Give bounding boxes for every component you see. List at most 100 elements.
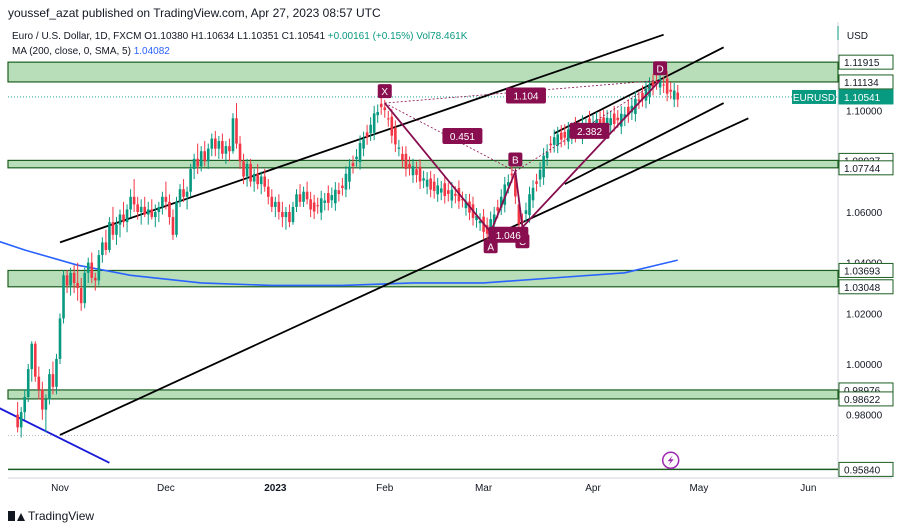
candle-body-late-89 bbox=[627, 106, 630, 116]
candle-body-8 bbox=[44, 399, 48, 410]
y-tick-label: 1.02000 bbox=[846, 309, 883, 320]
candle-body-59 bbox=[224, 146, 228, 154]
candle-body-60 bbox=[228, 146, 231, 152]
y-tick-label: 0.98000 bbox=[846, 411, 883, 422]
candle-body-late-101 bbox=[669, 89, 672, 92]
price-axis-layer: 1.100001.080001.060001.040001.020001.000… bbox=[792, 54, 894, 477]
candle-body-22 bbox=[94, 277, 97, 281]
candle-body-late-6 bbox=[334, 189, 337, 204]
candle-body-64 bbox=[242, 161, 245, 177]
candle-body-late-23 bbox=[394, 128, 397, 145]
candle-body-late-9 bbox=[344, 173, 348, 190]
candle-body-late-11 bbox=[351, 163, 355, 167]
x-tick-label: Dec bbox=[157, 483, 175, 494]
x-tick-label: Jun bbox=[800, 483, 816, 494]
candle-body-20 bbox=[86, 262, 90, 273]
candle-body-77 bbox=[288, 212, 291, 223]
candle-body-late-30 bbox=[418, 166, 422, 182]
candle-body-late-96 bbox=[651, 81, 655, 88]
change-value: +0.00161 (+0.15%) bbox=[327, 31, 414, 42]
candle-body-3 bbox=[26, 369, 30, 397]
price-label-box-5 bbox=[838, 160, 894, 176]
x-tick-label: Nov bbox=[51, 483, 69, 494]
price-label-box-6 bbox=[838, 262, 894, 278]
x-tick-label: May bbox=[689, 483, 708, 494]
candle-body-late-103 bbox=[676, 92, 680, 100]
candle-body-39 bbox=[154, 212, 157, 218]
candle-body-late-97 bbox=[655, 80, 658, 83]
candle-body-late-24 bbox=[397, 147, 401, 149]
candle-body-late-71 bbox=[563, 131, 567, 138]
candle-body-52 bbox=[199, 151, 203, 167]
y-tick-label: 1.10000 bbox=[846, 107, 883, 118]
candle-body-late-92 bbox=[637, 99, 641, 102]
candles-layer bbox=[16, 70, 680, 438]
harmonic-label-b: B bbox=[512, 155, 519, 166]
price-label-box-7 bbox=[838, 279, 894, 295]
candle-body-79 bbox=[295, 194, 298, 207]
candle-body-late-42 bbox=[461, 199, 464, 201]
candle-body-late-16 bbox=[369, 124, 372, 134]
candle-body-24 bbox=[101, 242, 104, 256]
candle-body-38 bbox=[150, 209, 154, 218]
candle-body-late-46 bbox=[475, 215, 478, 221]
harmonic-ratio-0: 0.451 bbox=[450, 132, 475, 143]
candle-body-late-12 bbox=[355, 156, 358, 160]
x-tick-label: Mar bbox=[475, 483, 493, 494]
x-tick-label: 2023 bbox=[264, 483, 287, 494]
currency-label[interactable]: USD bbox=[846, 31, 868, 42]
candle-body-late-81 bbox=[598, 119, 602, 126]
candle-body-late-31 bbox=[422, 178, 425, 181]
candle-body-10 bbox=[51, 374, 55, 387]
candle-body-49 bbox=[189, 168, 192, 192]
candle-body-56 bbox=[214, 138, 217, 149]
harmonic-ratio-box-0 bbox=[442, 128, 483, 144]
candle-body-late-98 bbox=[658, 78, 662, 88]
candle-body-late-15 bbox=[365, 132, 369, 138]
candle-body-late-61 bbox=[528, 194, 531, 216]
candle-body-5 bbox=[33, 343, 37, 377]
symbol-legend[interactable]: Euro / U.S. Dollar, 1D, FXCM O1.10380 H1… bbox=[12, 31, 467, 42]
harmonic-ratio-2: 1.046 bbox=[496, 231, 521, 242]
ma-value: 1.04082 bbox=[133, 46, 170, 57]
candle-body-14 bbox=[65, 275, 69, 286]
candle-body-33 bbox=[132, 196, 136, 205]
price-label-10: 0.95840 bbox=[844, 465, 881, 476]
candle-body-54 bbox=[206, 148, 210, 162]
price-label-box-0 bbox=[838, 54, 894, 70]
candle-body-70 bbox=[263, 176, 267, 187]
ma-legend[interactable]: MA (200, close, 0, SMA, 5) 1.04082 bbox=[12, 46, 170, 57]
candle-body-25 bbox=[104, 242, 108, 250]
price-label-6: 1.03693 bbox=[844, 266, 881, 277]
candle-body-45 bbox=[175, 201, 178, 235]
candle-body-late-64 bbox=[538, 169, 542, 180]
candle-body-late-54 bbox=[503, 184, 507, 205]
candle-body-67 bbox=[252, 174, 256, 182]
candle-body-26 bbox=[108, 222, 111, 250]
candle-body-15 bbox=[69, 272, 72, 286]
candle-body-27 bbox=[111, 222, 115, 235]
candle-body-57 bbox=[217, 141, 221, 149]
open-value: O1.10380 bbox=[144, 31, 189, 42]
candle-body-75 bbox=[281, 212, 284, 218]
candle-body-80 bbox=[298, 194, 302, 202]
candle-body-late-32 bbox=[425, 179, 429, 187]
candle-body-32 bbox=[129, 196, 132, 210]
close-value: C1.10541 bbox=[281, 31, 326, 42]
price-label-box-1 bbox=[838, 74, 894, 90]
candle-body-late-36 bbox=[439, 188, 443, 193]
symbol-tag-label: EURUSD bbox=[793, 93, 835, 104]
harmonic-point-b bbox=[508, 152, 523, 167]
footer-brand[interactable]: TradingView bbox=[8, 509, 94, 523]
candle-body-late-63 bbox=[535, 181, 538, 184]
candle-body-18 bbox=[79, 288, 83, 304]
candle-body-late-5 bbox=[330, 195, 334, 201]
candle-body-late-87 bbox=[619, 113, 623, 127]
harmonic-label-a: A bbox=[487, 242, 494, 253]
candle-body-late-3 bbox=[323, 200, 327, 203]
candle-body-65 bbox=[245, 163, 249, 177]
candle-body-51 bbox=[196, 158, 199, 167]
zone-rect-2 bbox=[7, 269, 839, 288]
candle-body-4 bbox=[30, 343, 34, 370]
